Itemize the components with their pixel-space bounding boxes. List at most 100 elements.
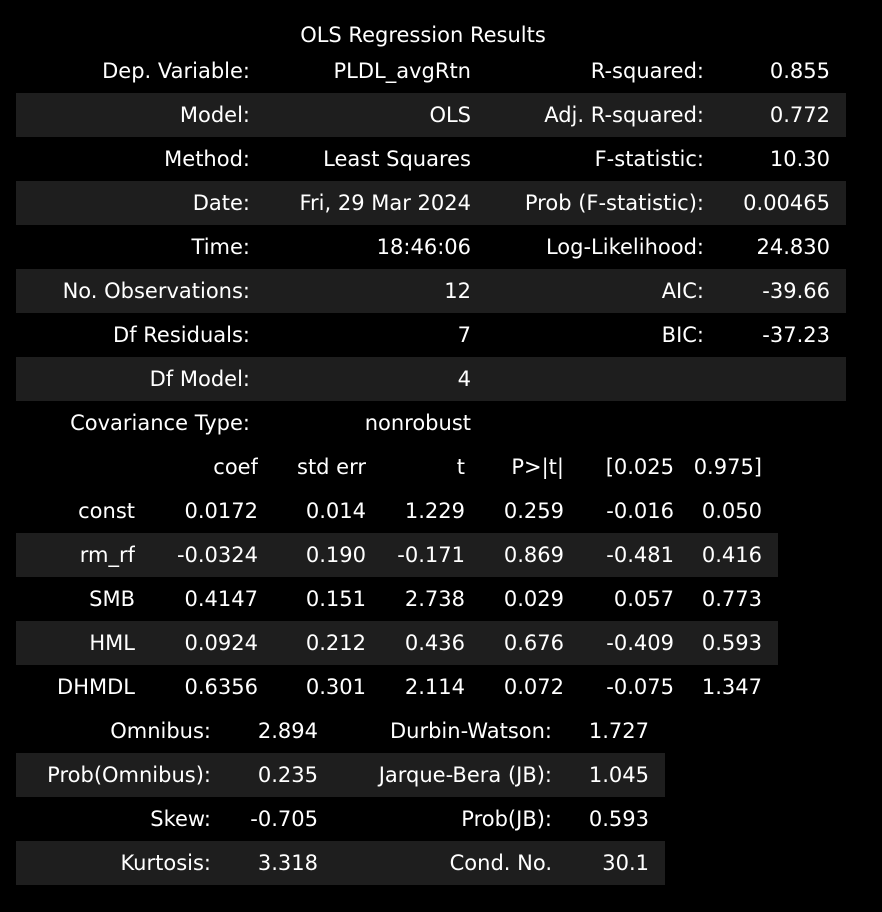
variable-name: rm_rf <box>16 533 135 577</box>
coef-value: 0.4147 <box>135 577 258 621</box>
table-row: DHMDL 0.6356 0.301 2.114 0.072 -0.075 1.… <box>16 665 778 709</box>
column-header-t: t <box>456 455 465 479</box>
summary-label: Date: <box>16 181 250 225</box>
coef-value: 0.0172 <box>135 489 258 533</box>
ci-high-value: 1.347 <box>674 665 778 709</box>
column-header-std-err: std err <box>297 455 366 479</box>
summary-label: Covariance Type: <box>16 401 250 445</box>
t-value: 2.738 <box>366 577 465 621</box>
summary-value <box>704 357 846 401</box>
diagnostic-value: 3.318 <box>211 841 318 885</box>
ci-high-value: 0.050 <box>674 489 778 533</box>
table-row: Df Residuals: 7 BIC: -37.23 <box>16 313 846 357</box>
summary-value: 12 <box>250 269 471 313</box>
diagnostic-value: 1.045 <box>552 753 665 797</box>
ci-low-value: -0.075 <box>564 665 674 709</box>
column-header-ci-high: 0.975] <box>693 455 762 479</box>
summary-label <box>471 357 704 401</box>
table-row: Covariance Type: nonrobust <box>16 401 846 445</box>
std-err-value: 0.190 <box>258 533 366 577</box>
table-row: Skew: -0.705 Prob(JB): 0.593 <box>16 797 665 841</box>
t-value: -0.171 <box>366 533 465 577</box>
t-value: 0.436 <box>366 621 465 665</box>
std-err-value: 0.212 <box>258 621 366 665</box>
ci-low-value: 0.057 <box>564 577 674 621</box>
summary-value: -37.23 <box>704 313 846 357</box>
ci-high-value: 0.593 <box>674 621 778 665</box>
summary-label: Prob (F-statistic): <box>471 181 704 225</box>
summary-value: 4 <box>250 357 471 401</box>
summary-value: 10.30 <box>704 137 846 181</box>
p-value: 0.676 <box>465 621 564 665</box>
variable-name: SMB <box>16 577 135 621</box>
summary-label: Method: <box>16 137 250 181</box>
table-row: rm_rf -0.0324 0.190 -0.171 0.869 -0.481 … <box>16 533 778 577</box>
table-row: Model: OLS Adj. R-squared: 0.772 <box>16 93 846 137</box>
table-row: Date: Fri, 29 Mar 2024 Prob (F-statistic… <box>16 181 846 225</box>
ci-high-value: 0.416 <box>674 533 778 577</box>
summary-label: Df Model: <box>16 357 250 401</box>
variable-name: DHMDL <box>16 665 135 709</box>
table-row: Dep. Variable: PLDL_avgRtn R-squared: 0.… <box>16 49 846 93</box>
ci-high-value: 0.773 <box>674 577 778 621</box>
diagnostic-value: 0.235 <box>211 753 318 797</box>
summary-value: -39.66 <box>704 269 846 313</box>
summary-label: Df Residuals: <box>16 313 250 357</box>
table-row: SMB 0.4147 0.151 2.738 0.029 0.057 0.773 <box>16 577 778 621</box>
summary-label: Model: <box>16 93 250 137</box>
variable-name: HML <box>16 621 135 665</box>
table-row: No. Observations: 12 AIC: -39.66 <box>16 269 846 313</box>
diagnostic-label: Omnibus: <box>16 709 211 753</box>
summary-value: 0.855 <box>704 49 846 93</box>
summary-value: OLS <box>250 93 471 137</box>
table-header-row: coef std err t P>|t| [0.025 0.975] <box>16 445 778 489</box>
diagnostic-label: Skew: <box>16 797 211 841</box>
model-summary-table: Dep. Variable: PLDL_avgRtn R-squared: 0.… <box>16 49 846 445</box>
summary-value: nonrobust <box>250 401 471 445</box>
summary-label <box>471 401 704 445</box>
diagnostic-value: 0.593 <box>552 797 665 841</box>
diagnostic-label: Prob(Omnibus): <box>16 753 211 797</box>
diagnostic-label: Jarque-Bera (JB): <box>318 753 552 797</box>
coef-value: -0.0324 <box>135 533 258 577</box>
ci-low-value: -0.409 <box>564 621 674 665</box>
p-value: 0.029 <box>465 577 564 621</box>
summary-value: 7 <box>250 313 471 357</box>
summary-label: Time: <box>16 225 250 269</box>
summary-label: AIC: <box>471 269 704 313</box>
column-header-coef: coef <box>213 455 258 479</box>
summary-value: 24.830 <box>704 225 846 269</box>
summary-label: Adj. R-squared: <box>471 93 704 137</box>
ci-low-value: -0.016 <box>564 489 674 533</box>
table-caption: OLS Regression Results <box>300 23 546 47</box>
t-value: 1.229 <box>366 489 465 533</box>
diagnostic-label: Prob(JB): <box>318 797 552 841</box>
table-row: Time: 18:46:06 Log-Likelihood: 24.830 <box>16 225 846 269</box>
summary-value: 0.772 <box>704 93 846 137</box>
summary-value: Least Squares <box>250 137 471 181</box>
ci-low-value: -0.481 <box>564 533 674 577</box>
table-row: Kurtosis: 3.318 Cond. No. 30.1 <box>16 841 665 885</box>
summary-label: F-statistic: <box>471 137 704 181</box>
column-header-ci-low: [0.025 <box>605 455 674 479</box>
p-value: 0.072 <box>465 665 564 709</box>
table-row: Method: Least Squares F-statistic: 10.30 <box>16 137 846 181</box>
diagnostic-value: 30.1 <box>552 841 665 885</box>
column-header <box>16 445 135 489</box>
table-row: HML 0.0924 0.212 0.436 0.676 -0.409 0.59… <box>16 621 778 665</box>
summary-value: Fri, 29 Mar 2024 <box>250 181 471 225</box>
diagnostic-value: -0.705 <box>211 797 318 841</box>
summary-value <box>704 401 846 445</box>
variable-name: const <box>16 489 135 533</box>
p-value: 0.259 <box>465 489 564 533</box>
table-row: Omnibus: 2.894 Durbin-Watson: 1.727 <box>16 709 665 753</box>
coefficients-table: coef std err t P>|t| [0.025 0.975] const… <box>16 445 778 709</box>
std-err-value: 0.301 <box>258 665 366 709</box>
diagnostic-value: 1.727 <box>552 709 665 753</box>
table-row: Df Model: 4 <box>16 357 846 401</box>
column-header-p-value: P>|t| <box>511 455 564 479</box>
summary-value: PLDL_avgRtn <box>250 49 471 93</box>
coef-value: 0.0924 <box>135 621 258 665</box>
summary-label: BIC: <box>471 313 704 357</box>
std-err-value: 0.151 <box>258 577 366 621</box>
